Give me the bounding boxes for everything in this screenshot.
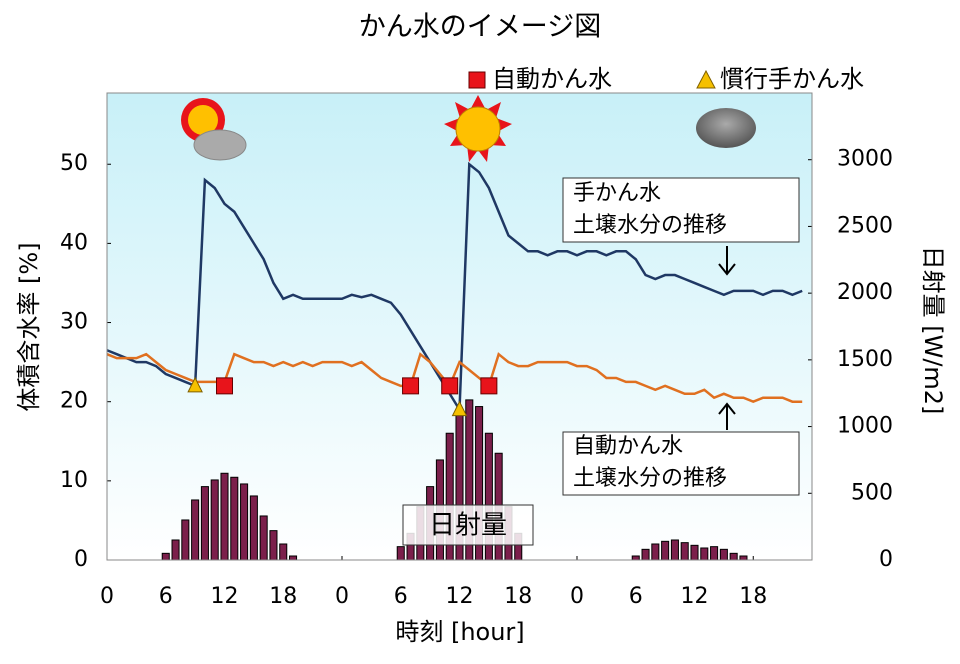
marker [451, 400, 468, 417]
chart-title: かん水のイメージ図 [359, 12, 601, 43]
x-axis-label: 時刻 [hour] [395, 618, 524, 646]
bar [220, 472, 229, 561]
y2-tick-label: 2000 [837, 280, 893, 305]
y-tick-label: 10 [60, 468, 88, 493]
x-tick-label: 12 [446, 584, 474, 609]
bar [269, 530, 278, 561]
bar [739, 555, 748, 561]
y-tick-label: 30 [60, 310, 88, 335]
x-tick-label: 18 [269, 584, 297, 609]
x-tick-label: 6 [394, 584, 408, 609]
x-tick-label: 12 [681, 584, 709, 609]
cloud-icon [696, 108, 756, 148]
y-tick-label: 40 [60, 230, 88, 255]
y-tick-label: 20 [60, 389, 88, 414]
x-tick-label: 12 [211, 584, 239, 609]
bar [161, 552, 170, 561]
y2-tick-label: 500 [851, 480, 893, 505]
marker [216, 377, 233, 395]
x-tick-label: 0 [100, 584, 114, 609]
x-tick-label: 18 [739, 584, 767, 609]
arrow [718, 246, 736, 276]
y-tick-label: 0 [74, 547, 88, 572]
bar [259, 515, 268, 561]
bar [719, 548, 728, 561]
marker [402, 377, 420, 395]
bar [249, 495, 258, 561]
bar [191, 499, 200, 561]
bar-series-label: 日射量 [429, 511, 507, 541]
marker [187, 376, 203, 393]
legend-label: 慣行手かん水 [720, 65, 864, 93]
sun-cloud-icon [181, 98, 247, 161]
legend-marker [696, 69, 716, 89]
y2-tick-label: 0 [879, 547, 893, 572]
bar [690, 544, 699, 561]
bar [700, 547, 709, 561]
x-tick-label: 6 [159, 584, 173, 609]
arrow [718, 402, 736, 430]
bar [396, 546, 405, 561]
sun-icon [444, 95, 512, 162]
plot-frame [106, 92, 813, 561]
legend-marker [468, 71, 486, 89]
x-tick-label: 0 [570, 584, 584, 609]
bar [279, 543, 288, 561]
bar [210, 479, 219, 561]
y2-tick-label: 1000 [837, 414, 893, 439]
annotation: 自動かん水 [573, 434, 683, 459]
bar [200, 486, 209, 561]
y2-axis-label: 日射量 [W/m2] [919, 246, 947, 415]
bar [240, 483, 249, 561]
bar [670, 539, 679, 561]
annotation-box [402, 504, 534, 546]
y2-tick-label: 1500 [837, 347, 893, 372]
y-axis-label: 体積含水率 [%] [15, 242, 43, 411]
marker [441, 377, 459, 395]
y2-tick-label: 2500 [837, 213, 893, 238]
x-tick-label: 0 [335, 584, 349, 609]
line [106, 161, 803, 414]
y2-tick-label: 3000 [837, 147, 893, 172]
annotation: 手かん水 [573, 181, 661, 206]
bar [729, 552, 738, 561]
annotation-box [562, 431, 800, 496]
annotation: 土壌水分の推移 [573, 466, 727, 491]
marker [480, 377, 498, 395]
bar [710, 546, 719, 561]
annotation-box [562, 177, 800, 243]
bar [641, 548, 650, 561]
legend-label: 自動かん水 [492, 65, 612, 93]
y-tick-label: 50 [60, 151, 88, 176]
bar [171, 539, 180, 561]
annotation: 土壌水分の推移 [573, 213, 727, 238]
x-tick-label: 18 [504, 584, 532, 609]
bar [680, 542, 689, 561]
bar [289, 555, 298, 561]
bar [181, 519, 190, 561]
bar [230, 476, 239, 561]
x-tick-label: 6 [629, 584, 643, 609]
bar [631, 555, 640, 561]
bar [651, 543, 660, 561]
bar [661, 540, 670, 561]
